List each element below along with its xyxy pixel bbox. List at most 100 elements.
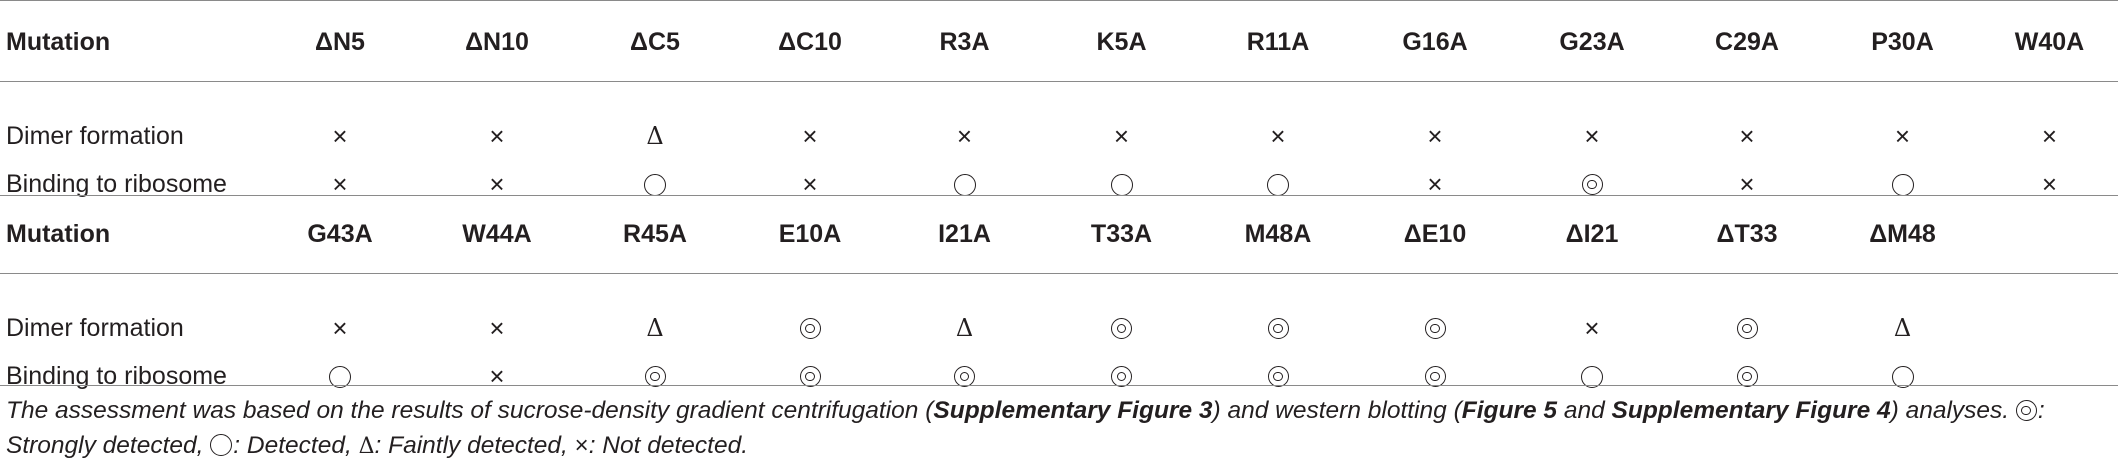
table-row: Binding to ribosome × bbox=[0, 352, 2118, 400]
cross-icon: × bbox=[1739, 168, 1755, 199]
header-row: Mutation ΔN5 ΔN10 ΔC5 ΔC10 R3A K5A R11A G16A G23A… bbox=[0, 3, 2118, 82]
circle-icon bbox=[1110, 173, 1133, 196]
column-header: P30A bbox=[1871, 27, 1934, 56]
column-header bbox=[1981, 195, 2118, 274]
footnote-text: ) analyses. bbox=[1890, 397, 2016, 424]
result-cell: × bbox=[1043, 82, 1200, 161]
double-circle-icon bbox=[2015, 400, 2037, 421]
result-cell: × bbox=[1514, 82, 1670, 161]
column-header: C29A bbox=[1715, 27, 1779, 56]
column-header: R45A bbox=[623, 219, 687, 248]
circle-icon bbox=[953, 173, 976, 196]
row-label: Binding to ribosome bbox=[6, 169, 227, 198]
column-header: W44A bbox=[462, 219, 532, 248]
result-cell bbox=[1670, 274, 1824, 353]
result-cell bbox=[1200, 352, 1356, 400]
result-cell bbox=[576, 352, 734, 400]
result-cell: × bbox=[886, 82, 1043, 161]
section-rule bbox=[0, 195, 2118, 196]
header-row: Mutation G43A W44A R45A E10A I21A T33A M48A ΔE10… bbox=[0, 195, 2118, 274]
result-cell: × bbox=[418, 352, 576, 400]
result-cell bbox=[1043, 352, 1200, 400]
result-cell bbox=[1981, 274, 2118, 353]
result-cell: × bbox=[1356, 82, 1514, 161]
result-cell: × bbox=[262, 160, 418, 208]
cross-icon: × bbox=[1894, 120, 1911, 151]
result-cell bbox=[734, 352, 886, 400]
supplementary-figure-4-link[interactable]: Supplementary Figure 4 bbox=[1611, 397, 1891, 424]
cross-icon: × bbox=[1113, 120, 1130, 151]
table-row: Dimer formation × × Δ Δ × Δ bbox=[0, 274, 2118, 353]
column-header: ΔI21 bbox=[1565, 219, 1619, 248]
header-label: Mutation bbox=[6, 27, 111, 56]
result-cell bbox=[1356, 352, 1514, 400]
result-cell: × bbox=[418, 160, 576, 208]
result-cell: Δ bbox=[886, 274, 1043, 353]
result-cell: × bbox=[1356, 160, 1514, 208]
double-circle-icon bbox=[799, 318, 821, 340]
column-header: I21A bbox=[938, 219, 991, 248]
cross-icon: × bbox=[2041, 168, 2058, 199]
column-header: ΔN5 bbox=[315, 27, 365, 56]
result-cell: Δ bbox=[576, 82, 734, 161]
result-cell: × bbox=[1981, 160, 2118, 208]
column-header: ΔC5 bbox=[630, 27, 680, 56]
row-label: Dimer formation bbox=[6, 121, 184, 150]
double-circle-icon bbox=[1267, 318, 1289, 340]
result-cell bbox=[1514, 352, 1670, 400]
legend-detected: : Detected, bbox=[233, 432, 359, 459]
column-header: ΔC10 bbox=[778, 27, 842, 56]
result-cell: × bbox=[262, 274, 418, 353]
double-circle-icon bbox=[954, 366, 975, 388]
cross-icon: × bbox=[489, 312, 505, 343]
supplementary-figure-3-link[interactable]: Supplementary Figure 3 bbox=[933, 397, 1213, 424]
figure-5-link[interactable]: Figure 5 bbox=[1461, 397, 1558, 424]
column-header: M48A bbox=[1244, 219, 1312, 248]
header-label: Mutation bbox=[6, 219, 111, 248]
footnote-text: The assessment was based on the results … bbox=[6, 397, 934, 424]
double-circle-icon bbox=[1267, 366, 1289, 388]
legend-faintly-detected: : Faintly detected, bbox=[374, 432, 575, 459]
circle-icon bbox=[210, 434, 233, 456]
cross-icon: × bbox=[1739, 120, 1755, 151]
double-circle-icon bbox=[644, 366, 666, 388]
mutation-table-1: Mutation ΔN5 ΔN10 ΔC5 ΔC10 R3A K5A R11A G16A G23A… bbox=[0, 3, 2118, 208]
cross-icon: × bbox=[1584, 120, 1600, 151]
cross-icon: × bbox=[489, 168, 505, 199]
cross-icon: × bbox=[802, 120, 818, 151]
mutation-table-2: Mutation G43A W44A R45A E10A I21A T33A M48A ΔE10… bbox=[0, 195, 2118, 400]
result-cell: Δ bbox=[1824, 274, 1981, 353]
circle-icon bbox=[644, 173, 666, 196]
result-cell bbox=[886, 352, 1043, 400]
legend-not-detected: : Not detected. bbox=[588, 432, 749, 459]
result-cell bbox=[1043, 274, 1200, 353]
delta-icon: Δ bbox=[1893, 313, 1912, 342]
cross-icon: × bbox=[489, 360, 505, 391]
delta-icon: Δ bbox=[646, 121, 664, 150]
column-header: R3A bbox=[939, 27, 990, 56]
result-cell: × bbox=[1670, 160, 1824, 208]
legend-strongly-detected: : Strongly detected, bbox=[6, 397, 2045, 459]
cross-icon: × bbox=[332, 120, 348, 151]
column-header: W40A bbox=[2014, 27, 2085, 56]
result-cell bbox=[1356, 274, 1514, 353]
result-cell bbox=[262, 352, 418, 400]
column-header: G43A bbox=[307, 219, 373, 248]
column-header: ΔT33 bbox=[1716, 219, 1778, 248]
column-header: R11A bbox=[1246, 27, 1310, 56]
column-header: K5A bbox=[1096, 27, 1147, 56]
row-label: Dimer formation bbox=[6, 313, 184, 342]
result-cell: × bbox=[1200, 82, 1356, 161]
circle-icon bbox=[329, 365, 351, 388]
double-circle-icon bbox=[1736, 366, 1758, 388]
cross-icon: × bbox=[956, 120, 973, 151]
cross-icon: × bbox=[1427, 168, 1443, 199]
double-circle-icon bbox=[1736, 318, 1758, 340]
result-cell: × bbox=[262, 82, 418, 161]
footnote-text: and bbox=[1557, 397, 1612, 424]
delta-icon: Δ bbox=[955, 313, 974, 342]
column-header: G23A bbox=[1559, 27, 1625, 56]
row-label: Binding to ribosome bbox=[6, 361, 227, 390]
column-header: T33A bbox=[1090, 219, 1153, 248]
